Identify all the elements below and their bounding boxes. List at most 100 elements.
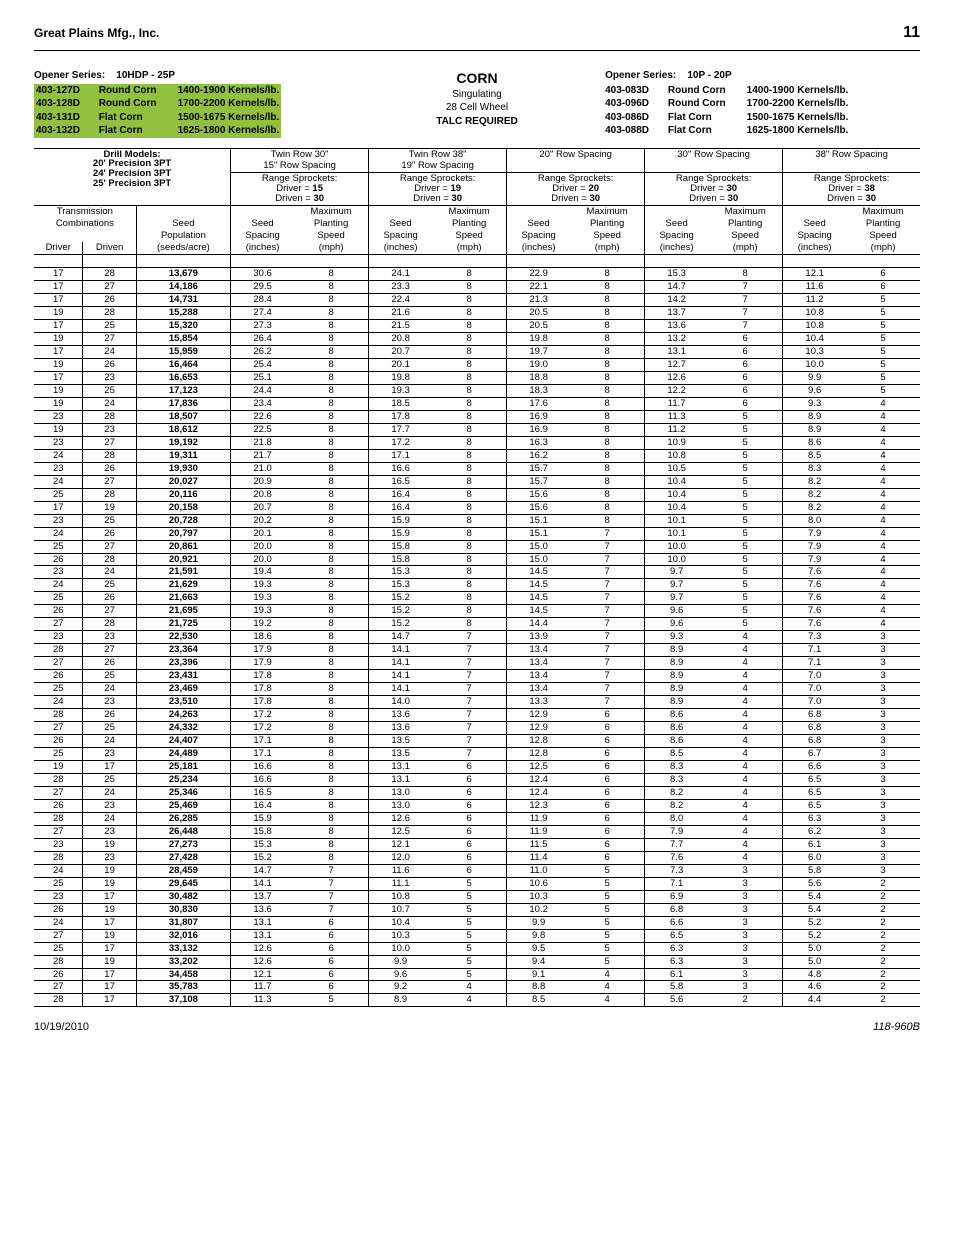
table-cell: 7 bbox=[432, 644, 507, 657]
table-cell: 15.2 bbox=[369, 618, 432, 631]
table-cell: 8 bbox=[570, 294, 645, 307]
table-cell: 11.3 bbox=[231, 994, 294, 1007]
table-cell: 7.7 bbox=[645, 838, 708, 851]
table-cell: 8 bbox=[432, 307, 507, 320]
opener-series-left: Opener Series: 10HDP - 25P bbox=[34, 69, 349, 83]
table-cell: 25 bbox=[83, 722, 136, 735]
table-cell: 22.4 bbox=[369, 294, 432, 307]
table-cell: 21.0 bbox=[231, 462, 294, 475]
table-cell: 8 bbox=[432, 475, 507, 488]
table-cell: 8 bbox=[294, 735, 369, 748]
spacer bbox=[645, 255, 708, 268]
col-header: Speed bbox=[846, 230, 920, 242]
table-cell: 17 bbox=[34, 346, 83, 359]
table-cell: 8 bbox=[432, 346, 507, 359]
table-cell: 27 bbox=[34, 929, 83, 942]
table-cell: 16.3 bbox=[507, 436, 570, 449]
table-cell: 8 bbox=[294, 748, 369, 761]
table-cell: 8 bbox=[432, 501, 507, 514]
table-cell: 6 bbox=[570, 838, 645, 851]
table-cell: 15.3 bbox=[369, 579, 432, 592]
table-cell: 8 bbox=[432, 410, 507, 423]
table-cell: 17 bbox=[34, 281, 83, 294]
table-cell: 5 bbox=[708, 579, 783, 592]
table-cell: 6.1 bbox=[783, 838, 846, 851]
table-cell: 15.1 bbox=[507, 527, 570, 540]
table-cell: 5.0 bbox=[783, 942, 846, 955]
table-cell: 7 bbox=[432, 722, 507, 735]
table-cell: 8 bbox=[294, 709, 369, 722]
table-cell: 14.1 bbox=[369, 644, 432, 657]
table-cell: 26 bbox=[83, 527, 136, 540]
table-cell: 6 bbox=[432, 773, 507, 786]
table-cell: 14.5 bbox=[507, 592, 570, 605]
table-cell: 6 bbox=[708, 397, 783, 410]
table-cell: 4 bbox=[846, 592, 920, 605]
table-cell: 7 bbox=[432, 683, 507, 696]
seed-population: 27,428 bbox=[136, 851, 230, 864]
table-cell: 8.2 bbox=[645, 799, 708, 812]
opener-series-right: Opener Series: 10P - 20P bbox=[605, 69, 920, 83]
table-cell: 5 bbox=[708, 566, 783, 579]
table-cell: 7 bbox=[570, 631, 645, 644]
table-cell: 8.3 bbox=[645, 773, 708, 786]
table-cell: 4 bbox=[846, 605, 920, 618]
table-cell: 8 bbox=[570, 281, 645, 294]
table-cell: 15.3 bbox=[645, 268, 708, 281]
table-cell: 4 bbox=[846, 488, 920, 501]
table-cell: 8 bbox=[570, 333, 645, 346]
table-cell: 8 bbox=[570, 346, 645, 359]
table-cell: 4 bbox=[708, 748, 783, 761]
table-cell: 8 bbox=[294, 384, 369, 397]
table-cell: 14.5 bbox=[507, 605, 570, 618]
table-cell: 19 bbox=[34, 423, 83, 436]
table-cell: 17 bbox=[83, 890, 136, 903]
col-header: Driver bbox=[34, 242, 83, 254]
table-cell: 7 bbox=[570, 579, 645, 592]
seed-population: 26,448 bbox=[136, 825, 230, 838]
table-cell: 8.0 bbox=[783, 514, 846, 527]
table-cell: 3 bbox=[846, 748, 920, 761]
table-cell: 9.9 bbox=[783, 371, 846, 384]
table-cell: 17.8 bbox=[231, 670, 294, 683]
table-cell: 6.5 bbox=[645, 929, 708, 942]
table-cell: 8 bbox=[570, 384, 645, 397]
table-cell: 12.9 bbox=[507, 722, 570, 735]
table-cell: 27 bbox=[83, 436, 136, 449]
table-cell: 8.9 bbox=[783, 410, 846, 423]
table-cell: 10.3 bbox=[507, 890, 570, 903]
table-cell: 6 bbox=[294, 968, 369, 981]
table-cell: 7.9 bbox=[783, 527, 846, 540]
table-cell: 20.5 bbox=[507, 307, 570, 320]
table-cell: 3 bbox=[846, 735, 920, 748]
table-cell: 14.1 bbox=[369, 657, 432, 670]
table-cell: 26 bbox=[83, 657, 136, 670]
header-block: Opener Series: 10HDP - 25P 403-127D Roun… bbox=[34, 69, 920, 138]
table-cell: 5 bbox=[708, 410, 783, 423]
table-cell: 2 bbox=[846, 903, 920, 916]
table-cell: 6.5 bbox=[783, 773, 846, 786]
table-cell: 10.8 bbox=[783, 307, 846, 320]
table-cell: 8 bbox=[432, 436, 507, 449]
seed-population: 21,629 bbox=[136, 579, 230, 592]
table-cell: 5 bbox=[570, 916, 645, 929]
table-cell: 16.4 bbox=[231, 799, 294, 812]
table-cell: 4 bbox=[846, 579, 920, 592]
table-cell: 6 bbox=[294, 929, 369, 942]
table-cell: 8 bbox=[294, 514, 369, 527]
table-cell: 10.8 bbox=[645, 449, 708, 462]
table-cell: 24 bbox=[83, 735, 136, 748]
table-cell: 13.6 bbox=[369, 709, 432, 722]
table-cell: 5 bbox=[708, 501, 783, 514]
seed-population: 14,731 bbox=[136, 294, 230, 307]
table-cell: 11.6 bbox=[369, 864, 432, 877]
table-cell: 17.2 bbox=[231, 722, 294, 735]
table-cell: 8.5 bbox=[645, 748, 708, 761]
table-cell: 10.1 bbox=[645, 514, 708, 527]
table-cell: 23 bbox=[83, 371, 136, 384]
table-cell: 5 bbox=[708, 618, 783, 631]
table-cell: 6.6 bbox=[783, 761, 846, 774]
table-cell: 13.6 bbox=[369, 722, 432, 735]
table-cell: 5 bbox=[432, 916, 507, 929]
table-cell: 26 bbox=[34, 968, 83, 981]
